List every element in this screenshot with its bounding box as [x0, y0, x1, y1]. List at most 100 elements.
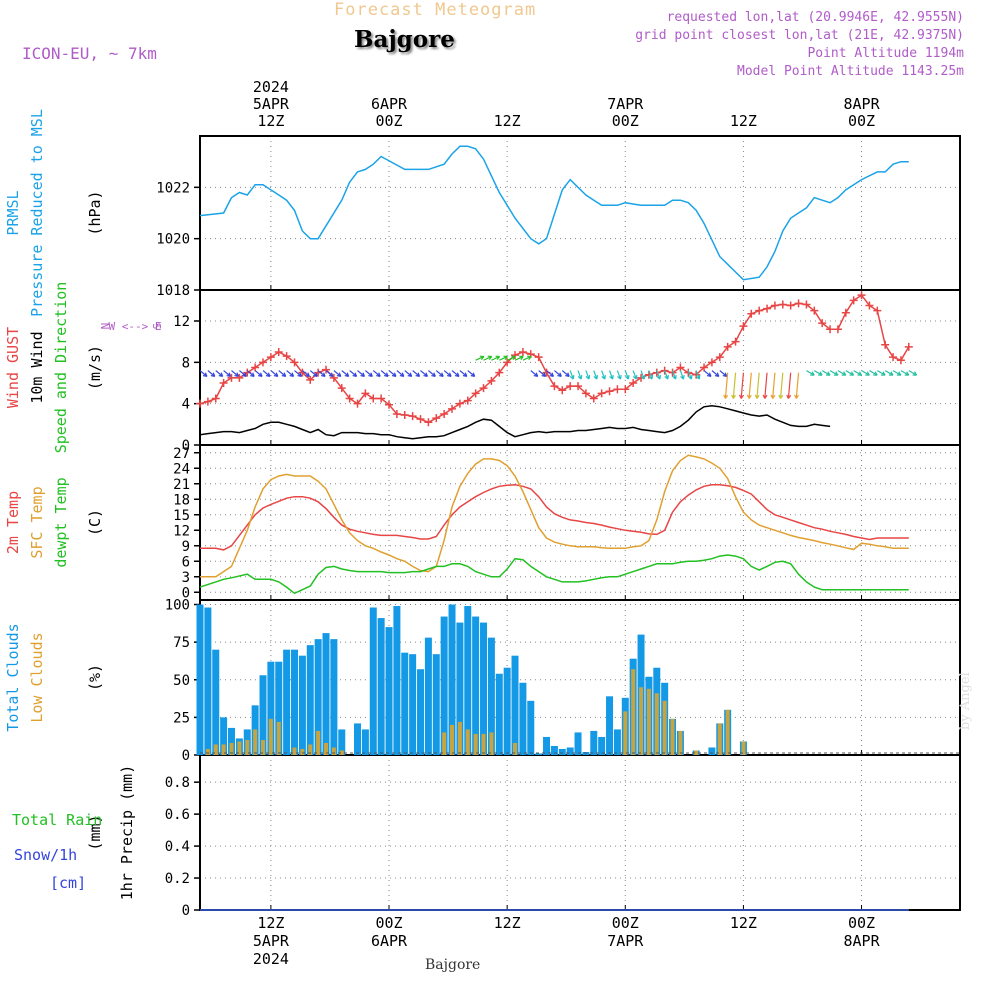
wind-arrow [467, 370, 476, 377]
bar-total-clouds [613, 729, 621, 755]
wind-arrow-head [706, 372, 712, 377]
gust-marker [723, 342, 732, 351]
bar-total-clouds [503, 667, 511, 755]
bar-total-clouds [306, 645, 314, 755]
gust-marker [668, 368, 677, 377]
wind-arrow [325, 370, 334, 377]
wind-arrow [787, 372, 792, 399]
ylabel-wind-1: 10m Wind [28, 331, 46, 403]
wind-arrow [215, 370, 224, 377]
wind-arrow-head [557, 372, 562, 377]
wind-arrow [372, 370, 381, 377]
gust-marker [904, 342, 913, 351]
gust-marker [424, 418, 433, 427]
gust-marker [731, 337, 740, 346]
grid-lines [200, 136, 960, 911]
ytick-label-pressure: 1020 [156, 232, 190, 248]
gust-marker [589, 394, 598, 403]
bar-low-clouds [513, 742, 518, 755]
bar-total-clouds [472, 616, 480, 755]
wind-arrow [530, 370, 539, 377]
wind-arrow-head [754, 394, 760, 399]
gust-marker [235, 373, 244, 382]
wind-arrow [829, 370, 839, 376]
bar-low-clouds [741, 741, 746, 755]
wind-arrow-head [593, 375, 599, 380]
wind-arrow [756, 372, 760, 399]
wind-arrow [317, 370, 326, 377]
wind-arrow-head [202, 372, 208, 377]
gust-marker [266, 353, 275, 362]
gust-marker [896, 356, 905, 365]
wind-arrow-head [632, 375, 638, 380]
wind-arrow-head [297, 372, 302, 377]
gust-marker [227, 373, 236, 382]
wind-arrow-head [218, 372, 224, 377]
gust-marker [322, 365, 331, 374]
bar-low-clouds [670, 718, 675, 755]
bar-low-clouds [623, 711, 628, 755]
wind-arrow [349, 370, 357, 377]
ytick-label-temperature: 18 [173, 492, 190, 508]
wind-arrow-head [849, 371, 855, 376]
wind-arrow [459, 370, 468, 377]
ytick-label-pressure: 1022 [156, 180, 190, 196]
gust-marker [203, 397, 212, 406]
wind-arrow-head [778, 394, 784, 399]
bottom-time-label: 7APR [607, 932, 644, 950]
wind-arrow [231, 370, 239, 377]
wind-arrow-head [527, 355, 532, 361]
axis-labels: 1018 1020 1022 PRMSL Pressure Reduced to MSL… [4, 78, 881, 968]
compass-we: W <--> E [109, 320, 162, 333]
gust-marker [700, 363, 709, 372]
wind-arrow [428, 370, 436, 377]
wind-arrow [546, 370, 554, 377]
gust-marker [841, 308, 850, 317]
gust-marker [251, 363, 260, 372]
wind-arrow [577, 370, 582, 380]
bar-total-clouds [354, 723, 362, 755]
bar-low-clouds [473, 733, 478, 755]
gust-marker [463, 396, 472, 405]
wind-arrow [522, 355, 532, 361]
wind-arrow [616, 370, 622, 380]
wind-arrow-head [234, 372, 239, 377]
wind-arrow-head [281, 372, 287, 377]
wind-arrow-head [336, 372, 342, 377]
wind-arrow [900, 370, 910, 376]
bottom-time-label: 00Z [612, 914, 639, 932]
ytick-label-temperature: 12 [173, 523, 190, 539]
gust-marker [802, 300, 811, 309]
bar-low-clouds [639, 687, 644, 755]
gust-marker [534, 353, 543, 362]
wind-arrow [664, 370, 669, 380]
wind-arrow-head [609, 375, 614, 380]
wind-arrow-head [265, 372, 271, 377]
bar-low-clouds [324, 742, 329, 755]
wind-arrow-head [865, 371, 870, 376]
gust-marker [770, 301, 779, 310]
bar-total-clouds [417, 669, 425, 755]
gust-marker [739, 322, 748, 331]
gust-marker [479, 384, 488, 393]
gust-marker [385, 400, 394, 409]
bar-low-clouds [221, 744, 226, 755]
bar-total-clouds [196, 604, 204, 755]
gust-marker [786, 301, 795, 310]
wind-arrow-head [352, 372, 358, 377]
footer-station: Bajgore [425, 957, 481, 973]
wind-arrow [695, 370, 700, 380]
top-time-label: 7APR [607, 95, 644, 113]
wind-arrow [821, 370, 831, 376]
wind-arrow [656, 370, 661, 380]
bar-total-clouds [543, 736, 551, 755]
bar-total-clouds [212, 649, 220, 755]
bar-low-clouds [465, 729, 470, 755]
gust-marker [613, 385, 622, 394]
wind-arrow-head [577, 375, 583, 380]
ytick-label-precip: 0.4 [165, 839, 190, 855]
panel-frames [199, 135, 961, 911]
bar-total-clouds [590, 730, 598, 755]
wind-arrow [640, 370, 645, 380]
wind-arrow [309, 370, 318, 377]
